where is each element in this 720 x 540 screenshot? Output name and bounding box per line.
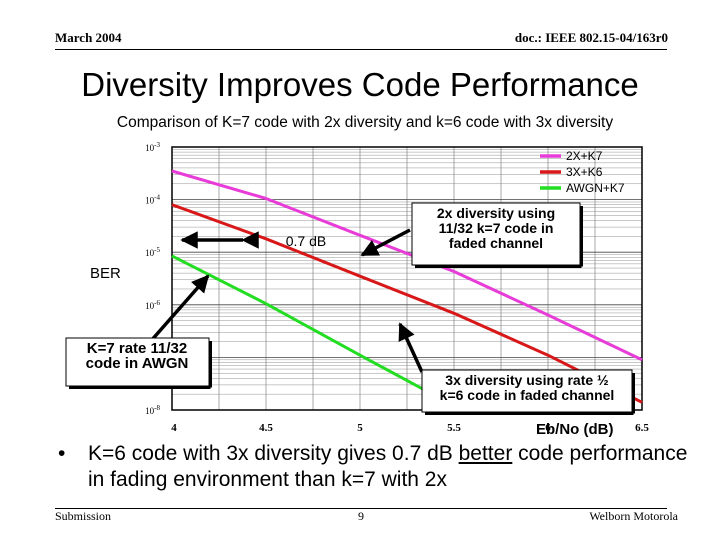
callout-awgn-box [65,337,210,387]
annotation-0-7db: 0.7 dB [286,233,326,249]
legend-label: AWGN+K7 [566,181,625,195]
x-tick-label: 4.5 [259,422,273,434]
bullet-text: K=6 code with 3x diversity gives 0.7 dB … [88,441,698,493]
plot-frame [171,146,643,411]
callout-awgn-text: code in AWGN [86,355,189,372]
series-line-2x-k7 [171,169,643,362]
y-axis-label: BER [90,265,121,282]
callout-2x-diversity-text: faded channel [449,235,543,251]
x-tick-label: 4 [171,422,177,434]
x-tick-label: 5 [357,422,363,434]
annotation-arrows [148,228,424,373]
y-tick-label: 10-4 [145,194,160,206]
legend-label: 2X+K7 [566,149,603,163]
annotation-arrow [398,322,424,373]
legend-label: 3X+K6 [566,165,603,179]
y-tick-label: 10-3 [145,141,160,153]
slide-title: Diversity Improves Code Performance [81,66,639,103]
annotation-arrow [148,274,210,344]
callout-2x-diversity-text: 2x diversity using [437,205,555,221]
x-tick-label: 5.5 [447,422,461,434]
callout-3x-diversity-box [421,369,633,413]
header-rule [55,49,667,50]
callout-2x-diversity-box [411,202,581,266]
header-doc-id: doc.: IEEE 802.15-04/163r0 [514,30,668,45]
footer-rule [55,508,667,509]
chart-legend: 2X+K7 3X+K6 AWGN+K7 [540,149,625,195]
callout-3x-diversity-text: k=6 code in faded channel [440,387,615,403]
x-axis-label: Eb/No (dB) [536,421,613,438]
callout-awgn-text: K=7 rate 11/32 [87,340,188,357]
footer-author: Welborn Motorola [589,509,678,523]
x-tick-label: 6.5 [635,422,649,434]
x-tick-label: 6 [545,422,551,434]
bullet-marker: • [58,442,66,465]
header-date: March 2004 [55,30,122,45]
y-tick-label: 10-5 [145,246,160,258]
y-tick-label: 10-8 [145,404,160,416]
bullet-text-start: K=6 code with 3x diversity gives 0.7 dB [88,442,459,465]
footer-submission: Submission [55,509,112,523]
y-tick-label: 10-6 [145,299,160,311]
annotation-arrow [360,228,411,257]
callout-2x-diversity-text: 11/32 k=7 code in [439,220,554,236]
bullet-text-end: code performance in fading environment t… [88,442,688,491]
bullet-text-emphasis: better [458,442,513,465]
callout-3x-diversity-text: 3x diversity using rate ½ [445,372,609,388]
series-line-awgn-k7 [171,254,455,408]
chart-title: Comparison of K=7 code with 2x diversity… [116,114,614,131]
footer-page-number: 9 [358,509,364,523]
